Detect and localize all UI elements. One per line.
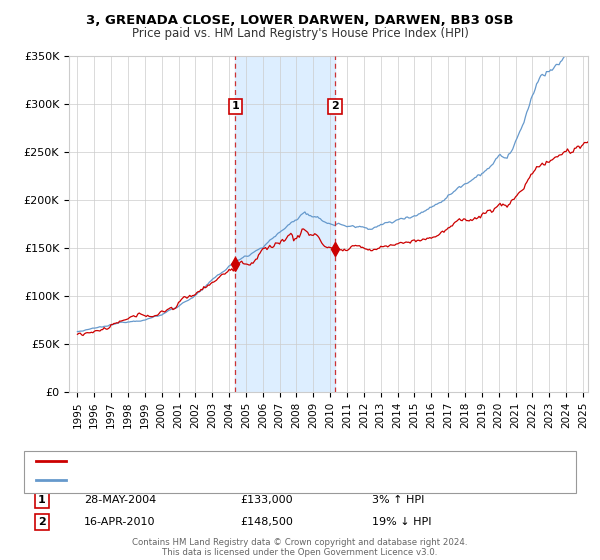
Text: 16-APR-2010: 16-APR-2010 — [84, 517, 155, 527]
Text: 28-MAY-2004: 28-MAY-2004 — [84, 494, 156, 505]
Text: £148,500: £148,500 — [240, 517, 293, 527]
Text: HPI: Average price, detached house, Blackburn with Darwen: HPI: Average price, detached house, Blac… — [75, 475, 389, 485]
Text: Price paid vs. HM Land Registry's House Price Index (HPI): Price paid vs. HM Land Registry's House … — [131, 27, 469, 40]
Text: 2: 2 — [38, 517, 46, 527]
Text: 3% ↑ HPI: 3% ↑ HPI — [372, 494, 424, 505]
Text: 1: 1 — [38, 494, 46, 505]
Text: 3, GRENADA CLOSE, LOWER DARWEN, DARWEN, BB3 0SB: 3, GRENADA CLOSE, LOWER DARWEN, DARWEN, … — [86, 14, 514, 27]
Text: Contains HM Land Registry data © Crown copyright and database right 2024.
This d: Contains HM Land Registry data © Crown c… — [132, 538, 468, 557]
Text: 3, GRENADA CLOSE, LOWER DARWEN, DARWEN, BB3 0SB (detached house): 3, GRENADA CLOSE, LOWER DARWEN, DARWEN, … — [75, 456, 470, 466]
Bar — [235, 56, 335, 392]
Text: 2: 2 — [331, 101, 339, 111]
Text: 19% ↓ HPI: 19% ↓ HPI — [372, 517, 431, 527]
Text: 1: 1 — [232, 101, 239, 111]
Text: £133,000: £133,000 — [240, 494, 293, 505]
